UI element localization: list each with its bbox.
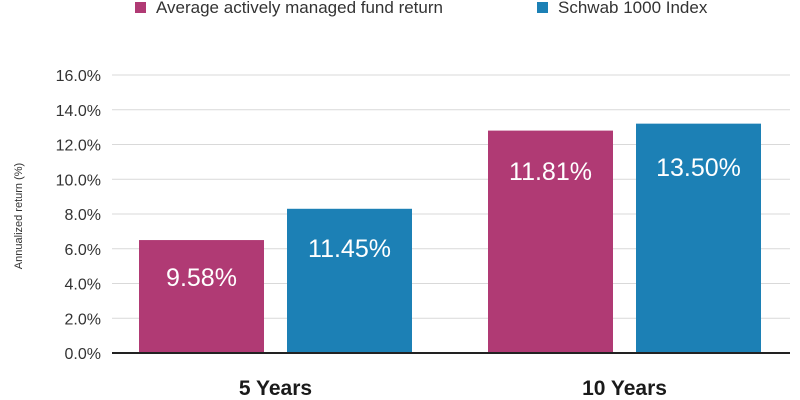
legend-label: Average actively managed fund return [156,0,443,17]
y-axis-ticks: 0.0% 2.0% 4.0% 6.0% 8.0% 10.0% 12.0% 14.0% 16.0% [56,68,101,363]
y-tick-label: 8.0% [65,207,101,224]
data-label: 11.81% [509,158,592,186]
legend-item: Schwab 1000 Index [537,0,708,17]
bar [139,240,264,353]
legend: Average actively managed fund return Schw… [135,0,708,17]
data-label: 9.58% [166,264,237,292]
bar [488,130,613,353]
y-tick-label: 2.0% [65,311,101,328]
x-category-label: 10 Years [582,377,667,400]
legend-swatch [135,2,146,13]
data-label: 13.50% [656,154,741,182]
bars: 9.58% 11.45% 11.81% 13.50% [139,123,761,354]
legend-item: Average actively managed fund return [135,0,443,17]
y-axis-label: Annualized return (%) [13,163,25,269]
y-tick-label: 10.0% [56,172,101,189]
bar [636,123,761,354]
legend-swatch [537,2,548,13]
x-axis-categories: 5 Years 10 Years [239,377,667,400]
data-label: 11.45% [308,235,391,263]
y-tick-label: 16.0% [56,68,101,85]
y-tick-label: 12.0% [56,138,101,155]
y-tick-label: 6.0% [65,242,101,259]
bar [287,208,412,353]
y-tick-label: 4.0% [65,277,101,294]
x-category-label: 5 Years [239,377,312,400]
y-tick-label: 14.0% [56,103,101,120]
legend-label: Schwab 1000 Index [558,0,708,17]
y-tick-label: 0.0% [65,346,101,363]
